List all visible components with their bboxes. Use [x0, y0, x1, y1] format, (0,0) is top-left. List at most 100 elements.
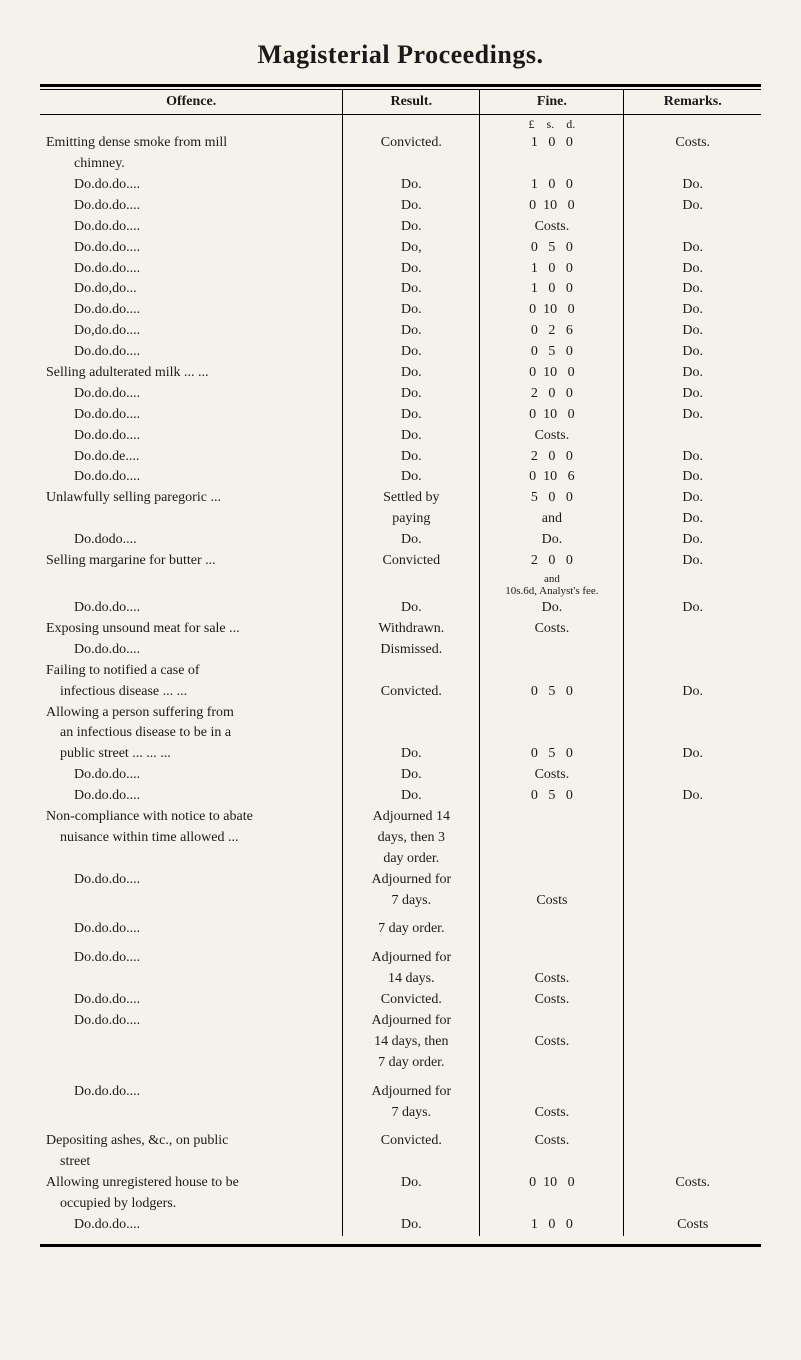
- table-body: £ s. d. Emitting dense smoke from millCo…: [40, 115, 761, 1236]
- table-row: an infectious disease to be in a: [40, 723, 761, 744]
- result-cell: Adjourned 14: [343, 807, 480, 828]
- result-cell: Do.: [343, 217, 480, 238]
- fine-cell: 0 10 0: [480, 363, 624, 384]
- fine-cell: [480, 640, 624, 661]
- table-row: Depositing ashes, &c., on publicConvicte…: [40, 1131, 761, 1152]
- offence-cell: Do.do.do....: [40, 196, 343, 217]
- result-cell: Do.: [343, 426, 480, 447]
- offence-cell: Exposing unsound meat for sale ...: [40, 619, 343, 640]
- result-cell: Adjourned for: [343, 870, 480, 891]
- offence-cell: Do.do.do....: [40, 786, 343, 807]
- remark-cell: Do.: [624, 300, 761, 321]
- remark-cell: Do.: [624, 488, 761, 509]
- fine-cell: 1 0 0: [480, 133, 624, 154]
- table-row: Do.do.do....Do.1 0 0Do.: [40, 259, 761, 280]
- remark-cell: Do.: [624, 405, 761, 426]
- fine-cell: 1 0 0: [480, 259, 624, 280]
- table-row: Do.do.do....Do.0 10 0Do.: [40, 405, 761, 426]
- offence-cell: Unlawfully selling paregoric ...: [40, 488, 343, 509]
- remark-cell: [624, 1131, 761, 1152]
- offence-cell: [40, 849, 343, 870]
- table-row: Emitting dense smoke from millConvicted.…: [40, 133, 761, 154]
- remark-cell: [624, 807, 761, 828]
- table-row: Exposing unsound meat for sale ...Withdr…: [40, 619, 761, 640]
- offence-cell: Do.do.do....: [40, 405, 343, 426]
- result-cell: Withdrawn.: [343, 619, 480, 640]
- result-cell: Do.: [343, 363, 480, 384]
- result-cell: 7 day order.: [343, 1053, 480, 1074]
- offence-cell: Do.do.do....: [40, 259, 343, 280]
- fine-cell: Costs.: [480, 1131, 624, 1152]
- result-cell: Dismissed.: [343, 640, 480, 661]
- fine-cell: 0 10 0: [480, 405, 624, 426]
- table-row: infectious disease ... ...Convicted.0 5 …: [40, 682, 761, 703]
- result-cell: Adjourned for: [343, 1082, 480, 1103]
- table-row: Do.do.do....Dismissed.: [40, 640, 761, 661]
- offence-cell: Do.do.do....: [40, 990, 343, 1011]
- remark-cell: Do.: [624, 279, 761, 300]
- offence-cell: Emitting dense smoke from mill: [40, 133, 343, 154]
- table-row: Do.do.do....Adjourned for: [40, 1082, 761, 1103]
- result-cell: paying: [343, 509, 480, 530]
- fine-cell: and: [480, 509, 624, 530]
- offence-cell: Selling margarine for butter ...: [40, 551, 343, 572]
- remark-cell: Do.: [624, 259, 761, 280]
- fine-cell: Do.: [480, 598, 624, 619]
- offence-cell: Depositing ashes, &c., on public: [40, 1131, 343, 1152]
- table-row: Do.do.do....Do.0 10 6Do.: [40, 467, 761, 488]
- fine-cell: [480, 1194, 624, 1215]
- fine-cell: 1 0 0: [480, 1215, 624, 1236]
- remark-cell: Do.: [624, 238, 761, 259]
- table-row: nuisance within time allowed ...days, th…: [40, 828, 761, 849]
- fine-cell: [480, 948, 624, 969]
- fine-cell: [480, 1011, 624, 1032]
- remark-cell: Do.: [624, 321, 761, 342]
- remark-cell: [624, 723, 761, 744]
- fine-cell: 2 0 0: [480, 551, 624, 572]
- table-row: Unlawfully selling paregoric ...Settled …: [40, 488, 761, 509]
- result-cell: 7 days.: [343, 1103, 480, 1124]
- fine-cell: [480, 723, 624, 744]
- remark-cell: Do.: [624, 342, 761, 363]
- result-cell: Settled by: [343, 488, 480, 509]
- result-cell: Do.: [343, 196, 480, 217]
- fine-cell: 0 5 0: [480, 238, 624, 259]
- result-cell: Do.: [343, 744, 480, 765]
- remark-cell: [624, 1053, 761, 1074]
- table-row: Do.do.do....Do.Costs.: [40, 765, 761, 786]
- result-cell: [343, 1152, 480, 1173]
- table-row: Do.do.do....Do.0 10 0Do.: [40, 196, 761, 217]
- remark-cell: Do.: [624, 467, 761, 488]
- offence-cell: Do.do.do....: [40, 1215, 343, 1236]
- table-row: 7 day order.: [40, 1053, 761, 1074]
- fine-cell: [480, 870, 624, 891]
- result-cell: Do.: [343, 300, 480, 321]
- result-cell: Convicted.: [343, 682, 480, 703]
- remark-cell: [624, 1152, 761, 1173]
- result-cell: Convicted.: [343, 1131, 480, 1152]
- remark-cell: [624, 426, 761, 447]
- remark-cell: [624, 765, 761, 786]
- fine-cell: Costs.: [480, 990, 624, 1011]
- fine-cell: Costs.: [480, 426, 624, 447]
- table-row: and 10s.6d, Analyst's fee.: [40, 572, 761, 598]
- offence-cell: [40, 969, 343, 990]
- offence-cell: [40, 572, 343, 598]
- fine-cell: [480, 1152, 624, 1173]
- offence-cell: Selling adulterated milk ... ...: [40, 363, 343, 384]
- offence-cell: Do.do.do....: [40, 342, 343, 363]
- remark-cell: Do.: [624, 509, 761, 530]
- table-row: Do.do.do....Adjourned for: [40, 948, 761, 969]
- remark-cell: [624, 619, 761, 640]
- fine-cell: Costs.: [480, 1032, 624, 1053]
- fine-cell: Costs: [480, 891, 624, 912]
- table-row: Selling margarine for butter ...Convicte…: [40, 551, 761, 572]
- header-offence: Offence.: [40, 90, 343, 115]
- result-cell: Adjourned for: [343, 948, 480, 969]
- table-row: Do.do.de....Do.2 0 0Do.: [40, 447, 761, 468]
- offence-cell: [40, 1032, 343, 1053]
- table-row: Do.do.do....Convicted.Costs.: [40, 990, 761, 1011]
- offence-cell: [40, 1053, 343, 1074]
- fine-cell: [480, 661, 624, 682]
- offence-cell: street: [40, 1152, 343, 1173]
